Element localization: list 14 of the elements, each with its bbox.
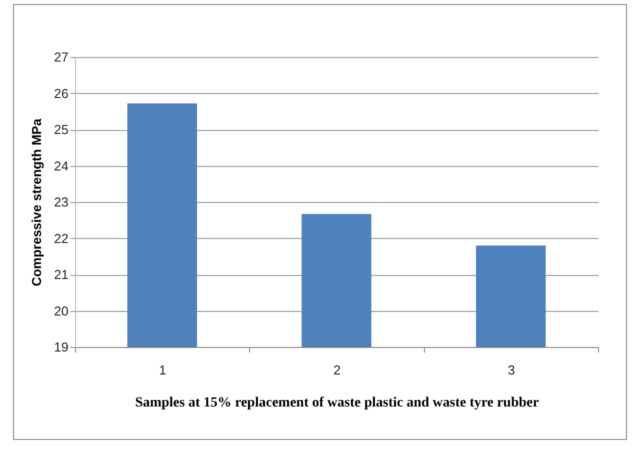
y-tick-label: 22 — [54, 230, 68, 246]
x-tick-label: 3 — [508, 362, 515, 378]
y-axis-title: Compressive strength MPa — [29, 118, 44, 286]
x-tick-label: 1 — [159, 362, 166, 378]
y-tick-label: 27 — [54, 50, 68, 64]
y-tick-label: 21 — [54, 267, 68, 282]
x-tick-label: 2 — [333, 362, 341, 378]
y-tick-label: 24 — [54, 158, 68, 174]
y-tick-label: 20 — [54, 303, 68, 318]
y-tick-label: 19 — [54, 340, 68, 354]
x-axis-title: Samples at 15% replacement of waste plastic and waste tyre rubber — [135, 396, 539, 410]
y-tick-label: 26 — [54, 86, 68, 101]
y-tick-label: 25 — [54, 122, 68, 137]
y-tick-label: 23 — [54, 194, 68, 210]
